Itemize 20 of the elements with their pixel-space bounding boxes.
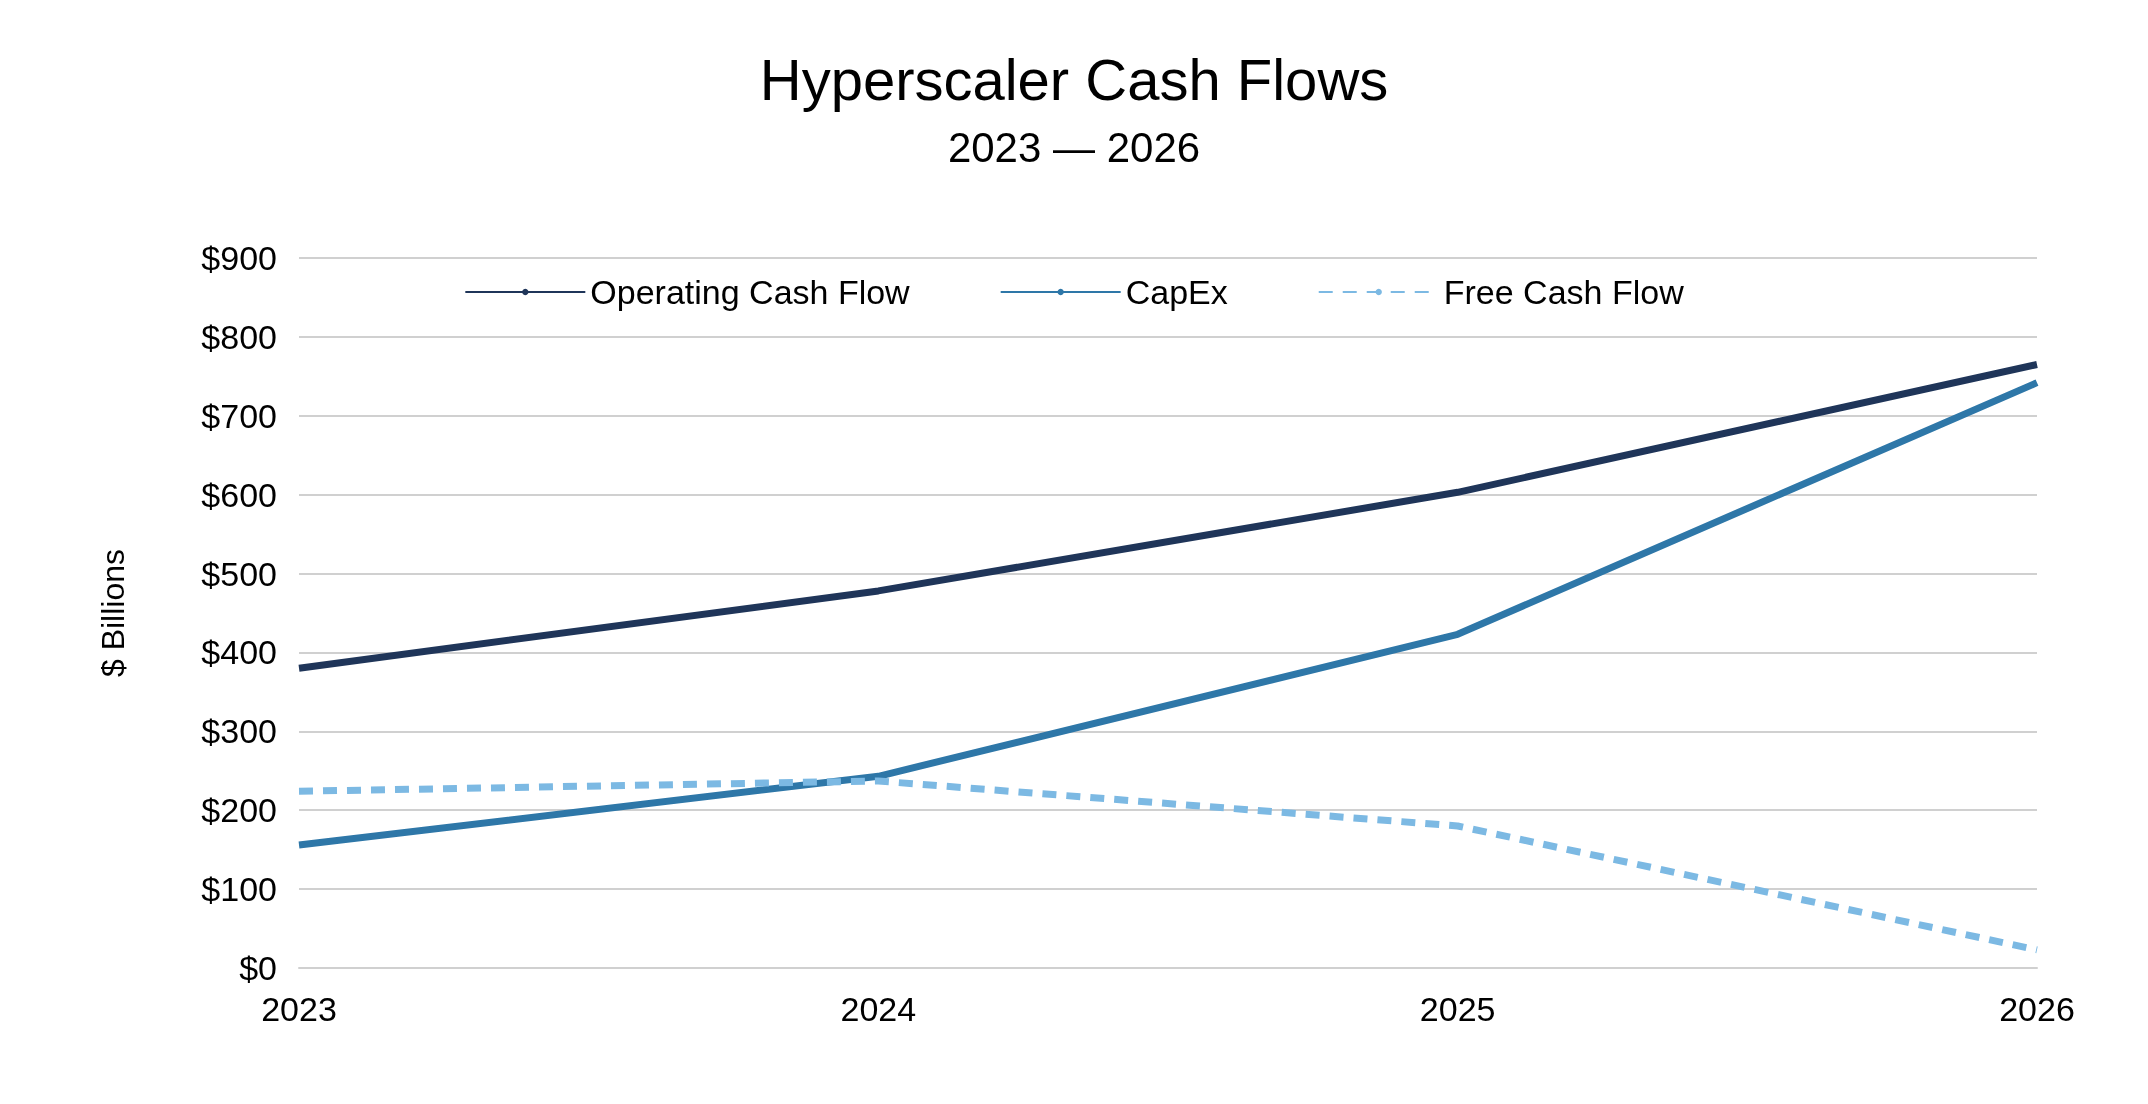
- y-tick-label: $400: [201, 633, 277, 672]
- legend-label: Operating Cash Flow: [590, 273, 911, 311]
- legend-label: CapEx: [1125, 273, 1228, 311]
- y-axis-title: $ Billions: [95, 548, 131, 678]
- y-tick-label: $300: [201, 712, 277, 751]
- y-tick-label: $600: [201, 475, 277, 514]
- y-tick-label: $500: [201, 554, 277, 593]
- y-tick-label: $100: [201, 870, 277, 909]
- legend-label: Free Cash Flow: [1443, 273, 1685, 311]
- y-tick-label: $200: [201, 791, 277, 830]
- x-tick-label: 2023: [261, 990, 337, 1028]
- x-tick-label: 2024: [840, 990, 917, 1028]
- y-tick-label: $700: [201, 396, 277, 435]
- y-tick-label: $800: [201, 317, 277, 356]
- x-tick-label: 2025: [1419, 990, 1496, 1028]
- x-tick-label: 2026: [1999, 990, 2075, 1028]
- y-tick-label: $900: [201, 239, 277, 277]
- y-tick-label: $0: [239, 949, 277, 987]
- chart-subtitle: 2023 — 2026: [947, 123, 1201, 171]
- chart-title: Hyperscaler Cash Flows: [759, 46, 1389, 112]
